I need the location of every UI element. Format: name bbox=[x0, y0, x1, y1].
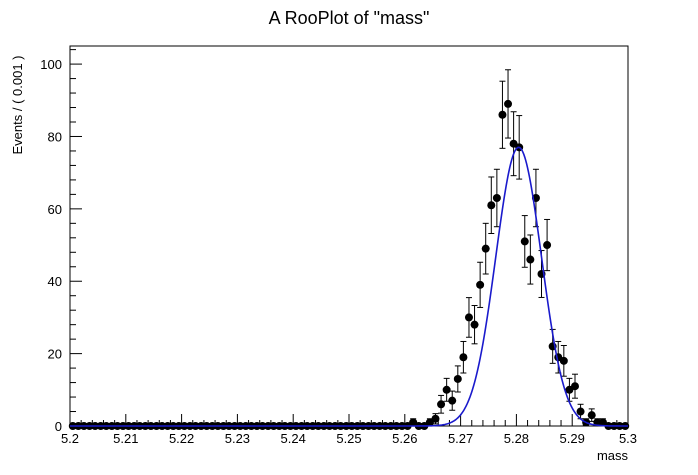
y-tick-label: 80 bbox=[48, 129, 62, 144]
data-point bbox=[576, 403, 585, 420]
x-tick-label: 5.26 bbox=[392, 431, 417, 446]
data-point bbox=[476, 261, 485, 308]
data-point bbox=[459, 340, 468, 374]
data-point bbox=[464, 297, 473, 338]
data-point bbox=[492, 168, 501, 228]
data-point bbox=[437, 394, 446, 414]
data-point bbox=[570, 373, 579, 399]
x-tick-label: 5.23 bbox=[225, 431, 250, 446]
y-tick-label: 40 bbox=[48, 274, 62, 289]
y-tick-label: 60 bbox=[48, 202, 62, 217]
x-tick-label: 5.25 bbox=[336, 431, 361, 446]
x-axis-title: mass bbox=[597, 448, 629, 463]
data-point bbox=[481, 222, 490, 275]
data-point bbox=[559, 345, 568, 377]
x-tick-label: 5.27 bbox=[448, 431, 473, 446]
y-tick-label: 100 bbox=[40, 57, 62, 72]
data-point bbox=[470, 305, 479, 345]
x-tick-label: 5.29 bbox=[560, 431, 585, 446]
data-point bbox=[587, 408, 596, 422]
data-point bbox=[431, 413, 440, 425]
data-point bbox=[526, 234, 535, 285]
x-tick-label: 5.28 bbox=[504, 431, 529, 446]
y-axis-title: Events / ( 0.001 ) bbox=[10, 56, 25, 155]
x-tick-label: 5.22 bbox=[169, 431, 194, 446]
x-tick-label: 5.21 bbox=[113, 431, 138, 446]
data-point bbox=[487, 176, 496, 235]
data-point bbox=[543, 218, 552, 272]
x-tick-label: 5.2 bbox=[61, 431, 79, 446]
data-point bbox=[442, 377, 451, 402]
x-tick-label: 5.3 bbox=[619, 431, 637, 446]
plot-frame bbox=[69, 45, 629, 427]
data-point bbox=[453, 365, 462, 393]
fit-curve-group bbox=[70, 146, 628, 427]
chart-title: A RooPlot of "mass" bbox=[269, 8, 430, 28]
data-points bbox=[68, 69, 630, 430]
fit-curve bbox=[70, 146, 628, 427]
data-point bbox=[520, 215, 529, 268]
data-point bbox=[448, 390, 457, 411]
x-tick-label: 5.24 bbox=[281, 431, 306, 446]
y-tick-label: 0 bbox=[55, 419, 62, 434]
data-point bbox=[498, 80, 507, 149]
y-tick-label: 20 bbox=[48, 347, 62, 362]
data-point bbox=[504, 69, 513, 139]
